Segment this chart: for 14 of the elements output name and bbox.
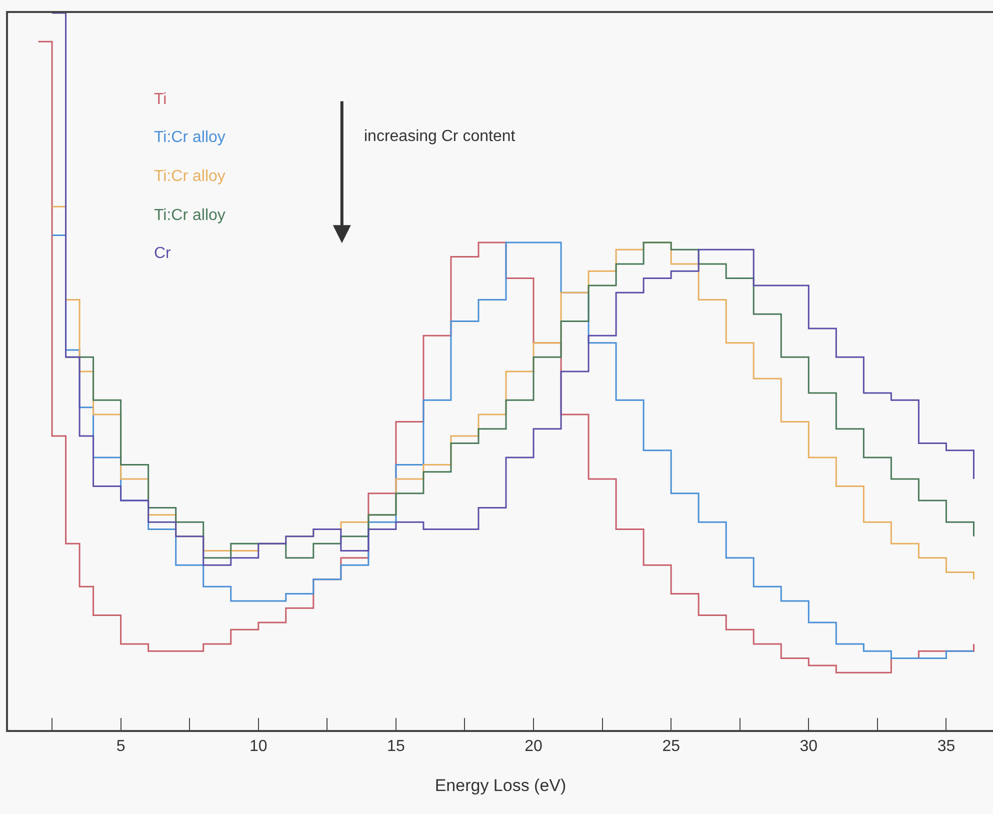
x-tick-label: 5 [116,738,126,756]
x-tick-label: 10 [249,738,268,756]
x-tick-label: 25 [662,738,680,756]
x-axis-title: Energy Loss (eV) [434,776,566,796]
x-tick-label: 20 [524,738,543,756]
annotation: increasing Cr content [364,128,516,145]
text: Ti:Cr alloy [154,168,226,185]
x-tick-label: 30 [800,738,818,756]
text: Cr [154,245,172,262]
text: Ti:Cr alloy [154,129,226,146]
x-tick-label: 35 [937,738,956,756]
x-tick-label: 15 [387,738,405,756]
text: Ti:Cr alloy [154,207,226,224]
text: Ti [154,91,167,108]
